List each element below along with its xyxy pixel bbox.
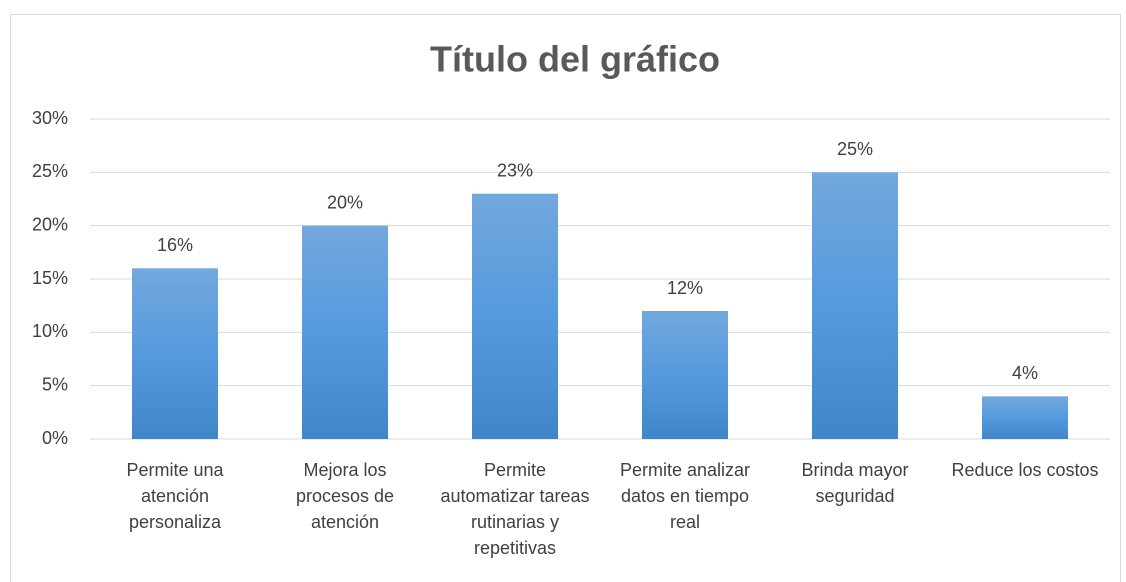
y-tick-label: 30% — [32, 108, 68, 128]
y-tick-label: 5% — [42, 374, 68, 394]
value-label: 20% — [327, 192, 363, 212]
x-tick-label: Brinda mayor seguridad — [801, 460, 909, 506]
x-tick-label: Mejora los procesos de atención — [295, 460, 395, 532]
value-label: 4% — [1012, 363, 1038, 383]
bar — [812, 172, 898, 440]
value-label: 25% — [837, 139, 873, 159]
bar — [472, 193, 558, 439]
value-label: 12% — [667, 278, 703, 298]
chart-title: Título del gráfico — [430, 39, 720, 80]
value-label: 16% — [157, 235, 193, 255]
x-tick-label: Permite automatizar tareas rutinarias y … — [440, 460, 590, 558]
y-tick-label: 10% — [32, 321, 68, 341]
y-tick-label: 0% — [42, 428, 68, 448]
y-tick-label: 25% — [32, 161, 68, 181]
x-tick-label: Permite una atención personaliza — [126, 460, 224, 532]
bar — [982, 396, 1068, 439]
bar — [302, 225, 388, 439]
bar — [642, 311, 728, 439]
y-tick-label: 15% — [32, 268, 68, 288]
y-tick-label: 20% — [32, 214, 68, 234]
value-label: 23% — [497, 160, 533, 180]
bar — [132, 268, 218, 439]
x-tick-label: Reduce los costos — [951, 460, 1099, 480]
x-tick-label: Permite analizar datos en tiempo real — [619, 460, 751, 532]
